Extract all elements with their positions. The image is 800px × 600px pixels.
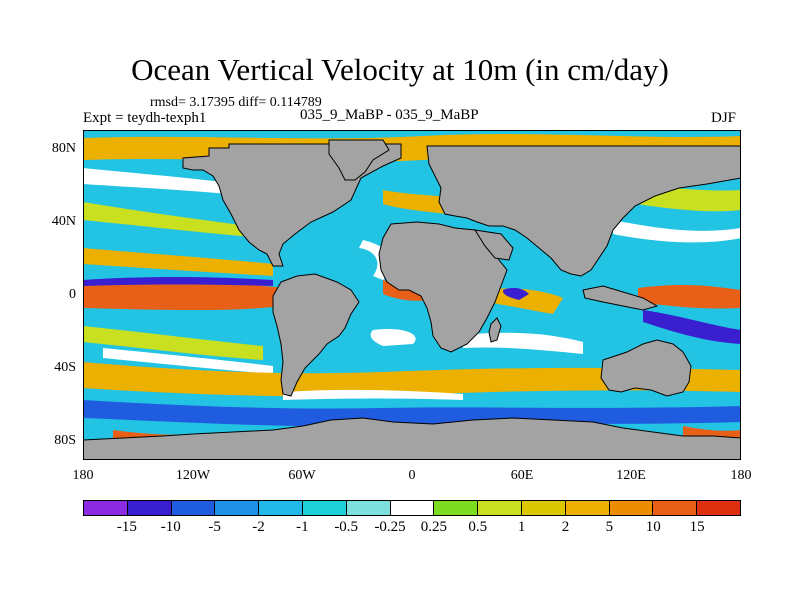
madagascar — [488, 317, 502, 343]
colorbar-swatch — [390, 500, 435, 516]
arabian-peninsula — [473, 229, 514, 261]
y-tick-0: 0 — [69, 287, 76, 302]
south-pacific-yellow-band — [83, 326, 263, 360]
colorbar-swatch — [653, 500, 698, 516]
colorbar-swatch — [83, 500, 128, 516]
x-tick-0: 0 — [408, 468, 416, 483]
southern-ocean-blue-band — [83, 400, 741, 427]
colorbar-label: -0.25 — [374, 519, 406, 535]
equatorial-west-pacific-upwelling — [638, 284, 741, 309]
maritime-continent — [582, 285, 659, 311]
colorbar-swatch — [127, 500, 172, 516]
north-pacific-yellow-band — [83, 202, 263, 238]
colorbar-label: -0.5 — [334, 519, 359, 535]
x-tick-180e: 180 — [730, 468, 752, 483]
southern-ocean-white-line — [283, 389, 463, 400]
south-pacific-white-band — [103, 348, 273, 374]
y-tick-40s: 40S — [54, 360, 76, 375]
colorbar-swatch — [215, 500, 260, 516]
colorbar-label: -10 — [160, 519, 181, 535]
colorbar-label: -15 — [116, 519, 137, 535]
y-tick-80s: 80S — [54, 433, 76, 448]
indian-ocean-blue-patch — [503, 287, 529, 300]
colorbar — [83, 500, 741, 516]
colorbar-swatch — [346, 500, 391, 516]
equatorial-pacific-upwelling — [83, 282, 283, 310]
eurasia — [426, 145, 741, 277]
west-pacific-downwelling — [643, 310, 741, 344]
colorbar-label: 1 — [517, 519, 526, 535]
greenland — [328, 139, 390, 181]
colorbar-label: 5 — [605, 519, 614, 535]
colorbar-label: -5 — [208, 519, 221, 535]
y-tick-80n: 80N — [51, 141, 76, 156]
land-masses — [83, 139, 741, 460]
x-tick-60w: 60W — [288, 468, 316, 483]
australia — [600, 339, 692, 397]
colorbar-swatch — [434, 500, 479, 516]
subtitle-label: 035_9_MaBP - 035_9_MaBP — [300, 107, 479, 123]
north-pacific-orange-band — [83, 248, 273, 276]
colorbar-label: 2 — [561, 519, 570, 535]
x-tick-120w: 120W — [175, 468, 211, 483]
colorbar-swatch — [565, 500, 610, 516]
nw-pacific-white-band — [613, 220, 741, 243]
x-tick-180w: 180 — [72, 468, 94, 483]
colorbar-swatch — [478, 500, 522, 516]
velocity-map — [83, 130, 741, 460]
stats-text: rmsd= 3.17395 diff= 0.114789 — [150, 95, 322, 110]
colorbar-swatch — [697, 500, 741, 516]
south-america — [272, 273, 360, 397]
chart-title: Ocean Vertical Velocity at 10m (in cm/da… — [131, 52, 669, 87]
colorbar-label: -2 — [252, 519, 265, 535]
x-tick-60e: 60E — [510, 468, 534, 483]
colorbar-label: 0.5 — [468, 519, 488, 535]
colorbar-swatch — [521, 500, 566, 516]
y-tick-40n: 40N — [51, 214, 76, 229]
colorbar-label: 15 — [689, 519, 705, 535]
x-tick-120e: 120E — [616, 468, 646, 483]
equatorial-pacific-downwelling — [83, 277, 273, 286]
colorbar-swatch — [609, 500, 654, 516]
colorbar-label: 0.25 — [420, 519, 448, 535]
colorbar-swatch — [171, 500, 216, 516]
colorbar-label: 10 — [645, 519, 661, 535]
season-label: DJF — [711, 110, 737, 126]
antarctica — [83, 417, 741, 460]
map-frame — [83, 130, 741, 460]
experiment-label: Expt = teydh-texph1 — [83, 110, 207, 126]
colorbar-swatch — [302, 500, 347, 516]
colorbar-swatch — [259, 500, 303, 516]
southern-ocean-orange-band — [83, 362, 741, 397]
indian-ocean-orange — [483, 288, 563, 314]
colorbar-label: -1 — [296, 519, 309, 535]
south-atlantic-white — [370, 328, 416, 346]
